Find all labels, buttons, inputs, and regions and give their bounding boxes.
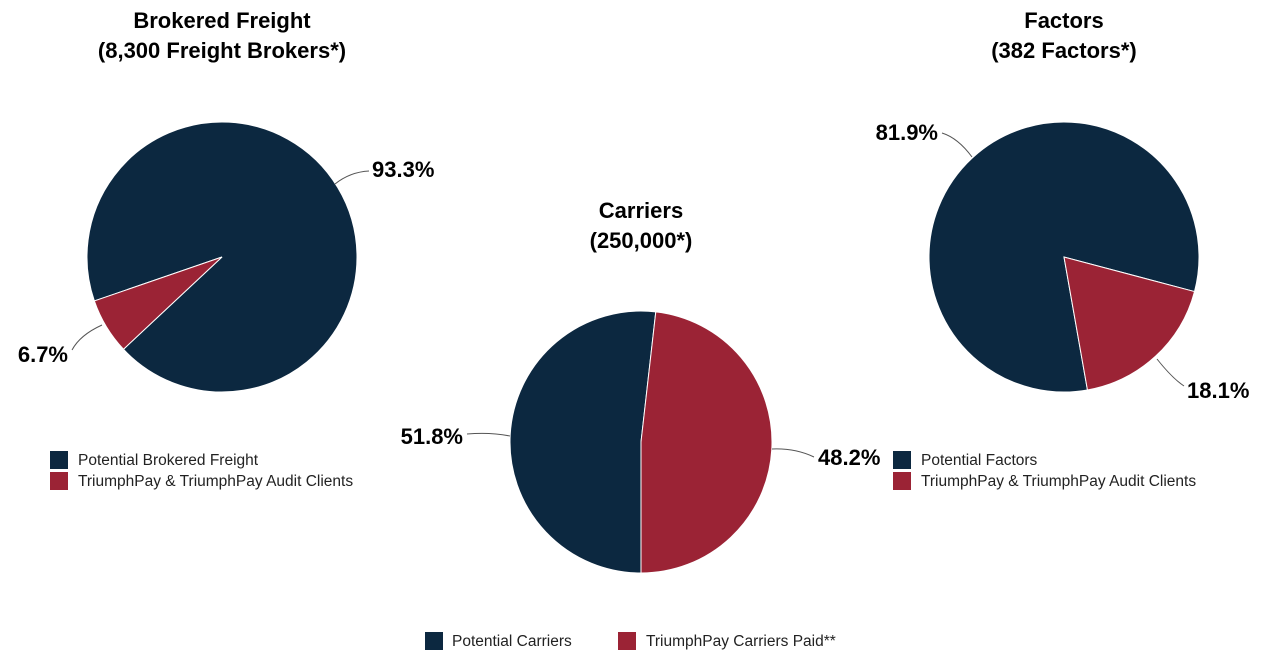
pie-slice: [640, 311, 773, 574]
legend-swatch: [50, 472, 68, 490]
chart-title: Factors: [1024, 8, 1103, 33]
legend-swatch: [893, 451, 911, 469]
data-label: 18.1%: [1187, 378, 1249, 403]
legend-label: TriumphPay Carriers Paid**: [646, 633, 836, 650]
chart-title: Brokered Freight: [133, 8, 311, 33]
pie-slice: [93, 256, 223, 350]
legend-swatch: [618, 632, 636, 650]
leader-line: [941, 132, 973, 158]
leader-line: [1156, 358, 1185, 387]
legend-label: Potential Carriers: [452, 633, 572, 650]
leader-line: [466, 432, 511, 437]
legend-label: Potential Factors: [921, 452, 1038, 469]
data-label: 93.3%: [372, 157, 434, 182]
pie-slice: [509, 310, 657, 574]
leader-line: [71, 324, 103, 351]
legend-swatch: [50, 451, 68, 469]
legend-label: TriumphPay & TriumphPay Audit Clients: [921, 473, 1196, 490]
data-label: 48.2%: [818, 445, 880, 470]
leader-line: [771, 448, 815, 458]
leader-line: [334, 170, 370, 185]
chart-subtitle: (250,000*): [590, 228, 693, 253]
chart-title: Carriers: [599, 198, 683, 223]
pie-slice: [1063, 256, 1196, 391]
data-label: 81.9%: [876, 120, 938, 145]
data-label: 6.7%: [18, 342, 68, 367]
legend-label: Potential Brokered Freight: [78, 452, 259, 469]
data-label: 51.8%: [401, 424, 463, 449]
chart-subtitle: (382 Factors*): [991, 38, 1137, 63]
legend-swatch: [893, 472, 911, 490]
legend-label: TriumphPay & TriumphPay Audit Clients: [78, 473, 353, 490]
legend-swatch: [425, 632, 443, 650]
chart-subtitle: (8,300 Freight Brokers*): [98, 38, 346, 63]
